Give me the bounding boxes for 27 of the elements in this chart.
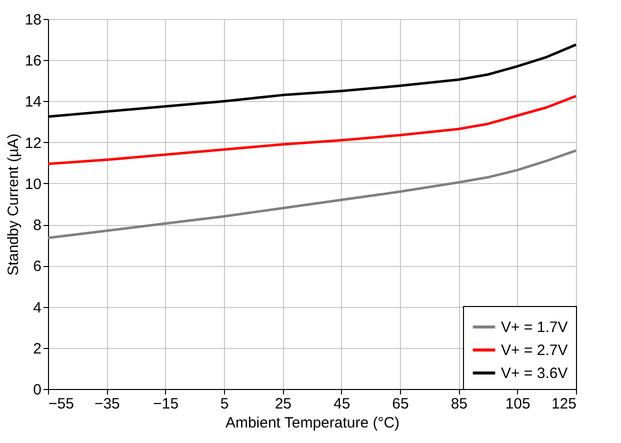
x-tick-label: −35 [94, 396, 120, 412]
x-axis-title: Ambient Temperature (°C) [225, 414, 400, 432]
x-tick-label: 85 [450, 396, 468, 412]
x-tick-label: 105 [505, 396, 530, 412]
y-tick-label: 10 [24, 176, 42, 193]
y-tick-label: 6 [33, 258, 42, 276]
y-tick-label: 18 [24, 12, 42, 28]
y-tick-label: 16 [24, 52, 42, 70]
legend-label: V+ = 3.6V [501, 365, 568, 382]
y-tick-label: 0 [33, 382, 42, 398]
x-tick-label: −15 [153, 396, 179, 412]
legend-label: V+ = 1.7V [501, 319, 568, 336]
x-tick-label: 25 [274, 396, 292, 412]
legend-label: V+ = 2.7V [501, 342, 568, 359]
x-tick-label: 65 [392, 396, 409, 412]
x-tick-label: 45 [333, 396, 350, 412]
y-tick-label: 8 [33, 217, 42, 234]
x-tick-label: −55 [48, 396, 74, 412]
y-tick-label: 4 [33, 299, 42, 316]
y-axis-title: Standby Current (µA) [4, 133, 22, 276]
y-tick-label: 14 [24, 94, 42, 111]
line-series [46, 94, 578, 166]
y-tick-label: 12 [24, 134, 42, 152]
x-tick-label: 125 [551, 396, 576, 412]
line-series [46, 149, 578, 240]
x-tick-label: 5 [220, 396, 229, 412]
y-tick-label: 2 [33, 340, 42, 358]
